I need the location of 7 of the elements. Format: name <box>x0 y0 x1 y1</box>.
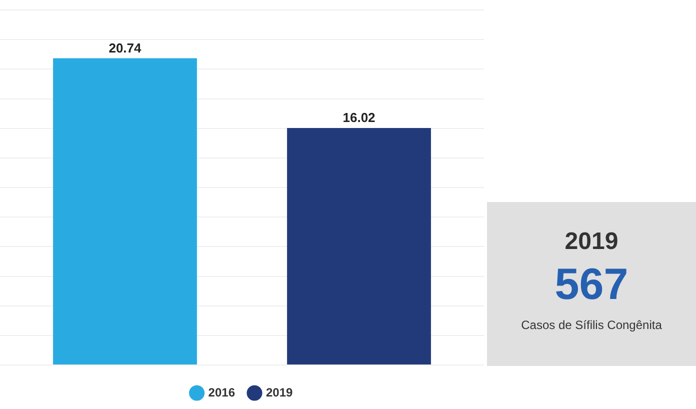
data-label: 16.02 <box>342 110 376 126</box>
data-label: 20.74 <box>108 40 142 56</box>
legend-label: 2019 <box>266 385 294 400</box>
text: Casos de Sífilis Congênita <box>520 318 663 332</box>
text: 2019 <box>564 228 620 256</box>
text: 567 <box>554 260 630 310</box>
legend-label: 2016 <box>208 385 236 400</box>
